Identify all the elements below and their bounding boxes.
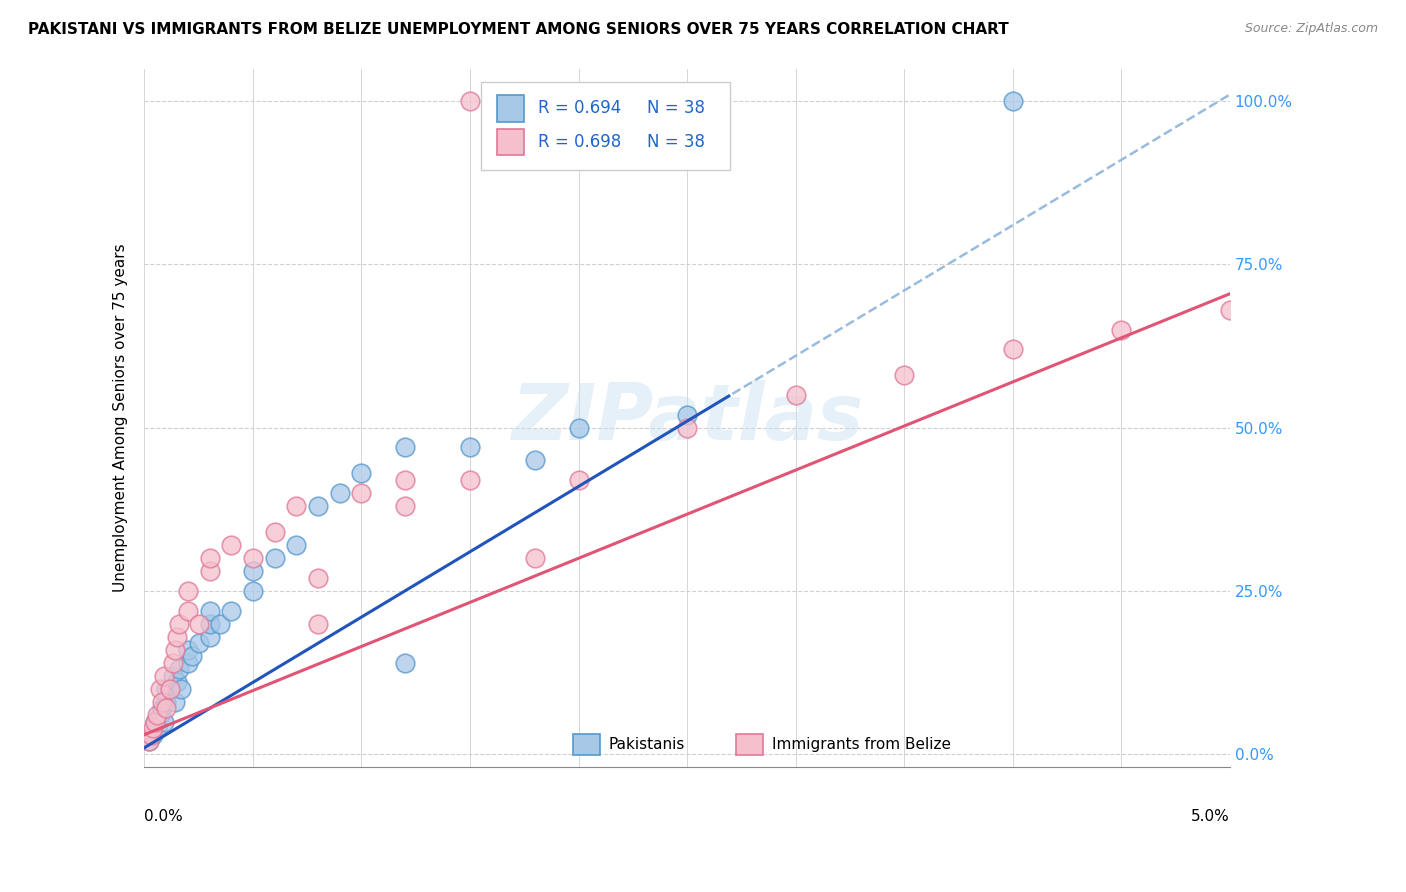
Point bbox=[394, 499, 416, 513]
Point bbox=[1001, 343, 1024, 357]
Point bbox=[143, 714, 166, 729]
Point bbox=[198, 603, 221, 617]
Point bbox=[177, 603, 200, 617]
Point bbox=[162, 669, 184, 683]
Point bbox=[893, 368, 915, 383]
Text: PAKISTANI VS IMMIGRANTS FROM BELIZE UNEMPLOYMENT AMONG SENIORS OVER 75 YEARS COR: PAKISTANI VS IMMIGRANTS FROM BELIZE UNEM… bbox=[28, 22, 1010, 37]
Point bbox=[263, 525, 285, 540]
Point bbox=[167, 616, 190, 631]
Point bbox=[146, 721, 169, 735]
Point bbox=[524, 453, 547, 467]
FancyBboxPatch shape bbox=[574, 734, 600, 755]
Point bbox=[143, 714, 166, 729]
Point bbox=[458, 473, 481, 487]
Point bbox=[138, 734, 160, 748]
Point bbox=[209, 616, 232, 631]
Point bbox=[524, 551, 547, 566]
Point bbox=[170, 681, 193, 696]
Point bbox=[242, 565, 264, 579]
FancyBboxPatch shape bbox=[498, 128, 524, 155]
Point bbox=[159, 681, 181, 696]
Point bbox=[394, 440, 416, 454]
Point bbox=[350, 486, 373, 500]
Point bbox=[198, 551, 221, 566]
Point bbox=[149, 708, 172, 723]
Point bbox=[329, 486, 352, 500]
Point bbox=[155, 701, 177, 715]
Point bbox=[198, 565, 221, 579]
Point bbox=[153, 669, 176, 683]
Point bbox=[350, 467, 373, 481]
Text: Source: ZipAtlas.com: Source: ZipAtlas.com bbox=[1244, 22, 1378, 36]
Point bbox=[159, 681, 181, 696]
Point bbox=[163, 695, 186, 709]
Text: N = 38: N = 38 bbox=[647, 133, 704, 151]
Point bbox=[138, 734, 160, 748]
Text: R = 0.694: R = 0.694 bbox=[538, 99, 621, 118]
Point bbox=[263, 551, 285, 566]
FancyBboxPatch shape bbox=[498, 95, 524, 121]
Point bbox=[177, 642, 200, 657]
Point bbox=[307, 499, 329, 513]
Point bbox=[142, 721, 165, 735]
Point bbox=[198, 616, 221, 631]
Point bbox=[307, 616, 329, 631]
Y-axis label: Unemployment Among Seniors over 75 years: Unemployment Among Seniors over 75 years bbox=[114, 244, 128, 592]
Text: N = 38: N = 38 bbox=[647, 99, 704, 118]
Point bbox=[307, 571, 329, 585]
Point bbox=[187, 636, 209, 650]
Point bbox=[676, 420, 699, 434]
Point bbox=[458, 440, 481, 454]
Point bbox=[166, 675, 188, 690]
Point bbox=[139, 728, 162, 742]
Point bbox=[166, 630, 188, 644]
Point bbox=[153, 714, 176, 729]
Point bbox=[167, 662, 190, 676]
Point bbox=[150, 701, 173, 715]
Text: 0.0%: 0.0% bbox=[145, 809, 183, 824]
Point bbox=[458, 94, 481, 108]
Point bbox=[198, 630, 221, 644]
Point bbox=[285, 538, 308, 552]
Point bbox=[219, 603, 242, 617]
FancyBboxPatch shape bbox=[735, 734, 763, 755]
Point bbox=[242, 551, 264, 566]
Point bbox=[163, 642, 186, 657]
Text: Pakistanis: Pakistanis bbox=[609, 737, 685, 752]
Point bbox=[142, 728, 165, 742]
Point bbox=[155, 695, 177, 709]
Text: 5.0%: 5.0% bbox=[1191, 809, 1230, 824]
Point bbox=[1219, 303, 1241, 318]
Point bbox=[177, 656, 200, 670]
Text: ZIPatlas: ZIPatlas bbox=[510, 380, 863, 456]
Point bbox=[285, 499, 308, 513]
Point bbox=[155, 681, 177, 696]
Point bbox=[150, 695, 173, 709]
Point bbox=[162, 656, 184, 670]
Point bbox=[567, 420, 589, 434]
FancyBboxPatch shape bbox=[481, 82, 731, 169]
Point bbox=[149, 681, 172, 696]
Point bbox=[177, 583, 200, 598]
Point bbox=[219, 538, 242, 552]
Point bbox=[394, 656, 416, 670]
Point bbox=[1109, 323, 1132, 337]
Point bbox=[242, 583, 264, 598]
Text: R = 0.698: R = 0.698 bbox=[538, 133, 621, 151]
Point bbox=[181, 649, 204, 664]
Text: Immigrants from Belize: Immigrants from Belize bbox=[772, 737, 950, 752]
Point bbox=[394, 473, 416, 487]
Point bbox=[676, 408, 699, 422]
Point bbox=[1001, 94, 1024, 108]
Point bbox=[187, 616, 209, 631]
Point bbox=[567, 473, 589, 487]
Point bbox=[785, 388, 807, 402]
Point bbox=[146, 708, 169, 723]
